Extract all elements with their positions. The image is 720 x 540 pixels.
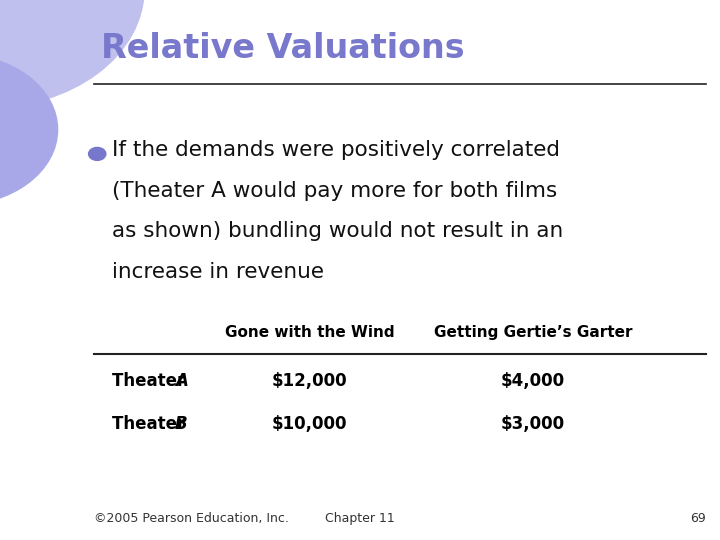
Text: (Theater A would pay more for both films: (Theater A would pay more for both films <box>112 180 557 201</box>
Text: If the demands were positively correlated: If the demands were positively correlate… <box>112 140 559 160</box>
Circle shape <box>89 147 106 160</box>
Circle shape <box>0 0 144 108</box>
Text: A: A <box>175 372 188 390</box>
Text: $3,000: $3,000 <box>500 415 565 433</box>
Text: ©2005 Pearson Education, Inc.: ©2005 Pearson Education, Inc. <box>94 512 289 525</box>
Text: $4,000: $4,000 <box>500 372 565 390</box>
Text: as shown) bundling would not result in an: as shown) bundling would not result in a… <box>112 221 563 241</box>
Text: $12,000: $12,000 <box>271 372 348 390</box>
Text: Getting Gertie’s Garter: Getting Gertie’s Garter <box>433 325 632 340</box>
Text: 69: 69 <box>690 512 706 525</box>
Text: $10,000: $10,000 <box>272 415 347 433</box>
Text: increase in revenue: increase in revenue <box>112 261 323 282</box>
Text: B: B <box>175 415 188 433</box>
Text: Gone with the Wind: Gone with the Wind <box>225 325 395 340</box>
Text: Theater: Theater <box>112 372 191 390</box>
Text: Relative Valuations: Relative Valuations <box>101 32 464 65</box>
Text: Theater: Theater <box>112 415 191 433</box>
Text: Chapter 11: Chapter 11 <box>325 512 395 525</box>
Circle shape <box>0 54 58 205</box>
